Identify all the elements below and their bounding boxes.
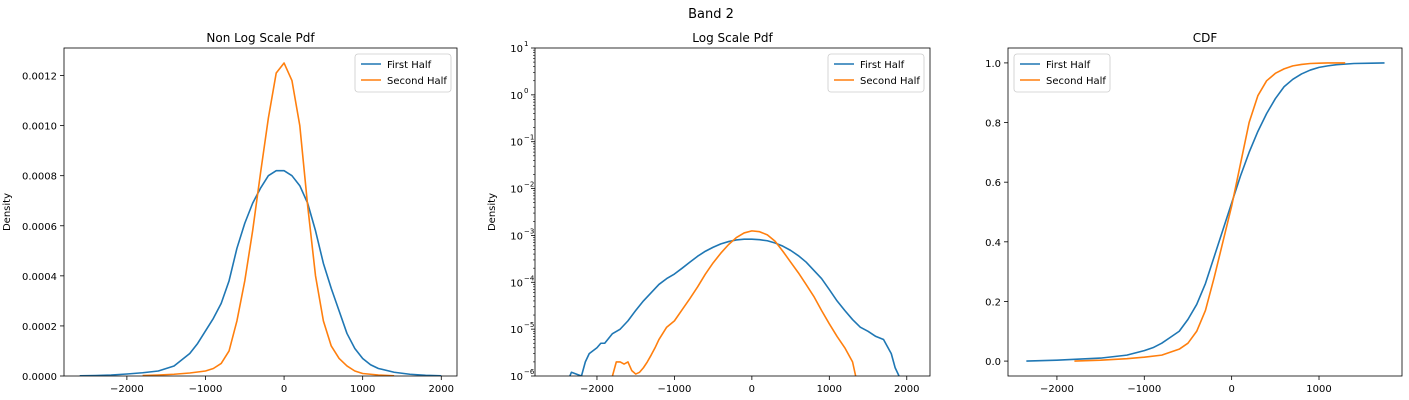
y-tick-label: 0.0010 [22,122,57,133]
y-tick-label: 10 [510,44,523,55]
y-tick-label: 10 [510,372,523,383]
axes-frame [1007,47,1403,377]
y-tick-exponent: −1 [524,134,534,142]
legend-label: Second Half [387,76,447,87]
x-tick-label: 2000 [429,384,454,395]
x-tick-label: 0 [281,384,287,395]
y-tick-exponent: 0 [524,87,528,95]
legend: First Half Second Half [827,53,925,93]
chart-title: CDF [1193,31,1218,45]
y-tick-label: 0.0 [985,357,1001,368]
x-tick-label: 1000 [1306,384,1331,395]
y-tick-exponent: −3 [524,227,534,235]
series-line-first-half [79,169,442,376]
y-tick-label: 0.0008 [22,172,57,183]
y-tick-label: 10 [510,91,523,102]
series-line-first-half [1026,62,1385,362]
y-tick-label: 0.0012 [22,72,57,83]
y-axis-label: Density [2,193,13,231]
x-tick-label: 2000 [894,384,919,395]
chart-panel-2: Log Scale Pdf−2000 −1000 0 1000 200010−610−5… [487,31,931,395]
y-tick-exponent: −2 [524,181,534,189]
y-tick-label: 10 [510,325,523,336]
x-tick-label: −1000 [1127,384,1161,395]
y-tick-exponent: −6 [524,368,535,376]
y-tick-label: 1.0 [985,59,1001,70]
x-tick-label: 0 [749,384,755,395]
legend: First Half Second Half [354,53,452,93]
axes-frame [63,47,458,377]
y-tick-label: 10 [510,185,523,196]
y-tick-label: 0.4 [985,238,1001,249]
x-tick-label: 1000 [817,384,842,395]
x-tick-label: −1000 [189,384,223,395]
y-tick-label: 0.6 [985,178,1001,189]
chart-title: Non Log Scale Pdf [206,31,315,45]
legend-label: Second Half [1046,76,1106,87]
series-line-second-half [1074,62,1346,362]
legend-label: First Half [1046,60,1091,71]
legend: First Half Second Half [1013,53,1111,93]
chart-title: Log Scale Pdf [692,31,773,45]
y-tick-label: 0.0002 [22,322,57,333]
figure-suptitle: Band 2 [688,7,734,22]
y-axis-label: Density [487,193,498,231]
y-tick-label: 0.0006 [22,222,57,233]
y-tick-label: 0.2 [985,297,1001,308]
x-tick-label: −1000 [657,384,691,395]
x-tick-label: −2000 [580,384,614,395]
chart-panel-3: CDF −2000 −1000 0 1000 0.0 0.2 0.4 0.6 0.8 1.0 Firs… [985,31,1403,395]
legend-label: First Half [387,60,432,71]
y-tick-label: 10 [510,278,523,289]
x-tick-label: −2000 [110,384,144,395]
series-line-second-half [611,230,857,376]
chart-panel-1: Non Log Scale Pdf −2000 −1000 0 1000 2000 0.00… [2,31,458,395]
legend-label: First Half [860,60,905,71]
y-tick-label: 0.8 [985,119,1001,130]
y-tick-exponent: −5 [524,321,534,329]
x-tick-label: 1000 [350,384,375,395]
x-tick-label: 0 [1228,384,1234,395]
x-tick-label: −2000 [1040,384,1074,395]
y-tick-label: 10 [510,138,523,149]
y-tick-label: 0.0004 [22,272,57,283]
y-tick-label: 0.0000 [22,372,57,383]
y-tick-exponent: −4 [524,274,535,282]
series-line-second-half [142,62,395,376]
panels: Non Log Scale Pdf−2000 −1000 0 1000 20000.00… [2,31,1403,395]
legend-label: Second Half [860,76,920,87]
y-tick-label: 10 [510,231,523,242]
axes-frame [534,47,931,377]
series-line-first-half [569,238,900,376]
y-tick-exponent: 1 [524,40,528,48]
